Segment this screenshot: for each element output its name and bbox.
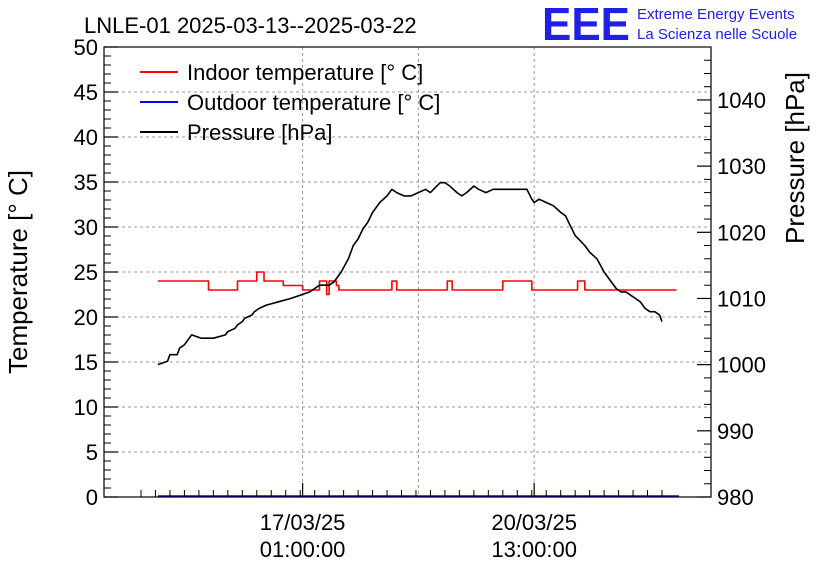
y2-tick-label: 1000 xyxy=(717,353,766,378)
y-tick-label: 5 xyxy=(86,440,98,465)
series-line-pressure xyxy=(157,181,663,366)
y2-tick-label: 1010 xyxy=(717,286,766,311)
y2-tick-label: 1020 xyxy=(717,220,766,245)
chart-title: LNLE-01 2025-03-13--2025-03-22 xyxy=(84,13,417,38)
y-tick-label: 45 xyxy=(74,80,98,105)
y2-tick-label: 1030 xyxy=(717,154,766,179)
grid-lines xyxy=(104,47,711,497)
axes: 0 5 10 15 20 25 30 35 40 45 50 980 990 1000 1010 1020 10… xyxy=(74,35,766,562)
legend-label-pressure: Pressure [hPa] xyxy=(187,120,333,145)
y-tick-label: 35 xyxy=(74,170,98,195)
y-tick-label: 20 xyxy=(74,305,98,330)
y2-tick-label: 1040 xyxy=(717,88,766,113)
y-axis-title: Temperature [° C] xyxy=(3,170,33,374)
x-tick-label-time: 13:00:00 xyxy=(491,537,577,562)
y-tick-label: 15 xyxy=(74,350,98,375)
y-tick-label: 30 xyxy=(74,215,98,240)
logo-mark: EEE xyxy=(542,0,630,50)
logo-line-1: Extreme Energy Events xyxy=(637,6,795,23)
y-tick-label: 40 xyxy=(74,125,98,150)
x-tick-label-date: 17/03/25 xyxy=(260,510,346,535)
y-tick-label: 10 xyxy=(74,395,98,420)
y2-axis-title: Pressure [hPa] xyxy=(780,72,810,244)
series-line-indoor-temperature xyxy=(157,271,677,296)
y2-tick-label: 990 xyxy=(717,419,754,444)
legend-label-outdoor: Outdoor temperature [° C] xyxy=(187,90,440,115)
y-tick-label: 0 xyxy=(86,485,98,510)
logo-line-2: La Scienza nelle Scuole xyxy=(637,26,797,43)
legend: Indoor temperature [° C] Outdoor tempera… xyxy=(140,60,440,145)
y-tick-label: 50 xyxy=(74,35,98,60)
x-tick-label-date: 20/03/25 xyxy=(491,510,577,535)
y2-tick-label: 980 xyxy=(717,485,754,510)
legend-label-indoor: Indoor temperature [° C] xyxy=(187,60,423,85)
x-tick-label-time: 01:00:00 xyxy=(260,537,346,562)
eee-logo: EEE Extreme Energy Events La Scienza nel… xyxy=(542,0,797,50)
y-tick-label: 25 xyxy=(74,260,98,285)
series-layer xyxy=(157,181,679,497)
